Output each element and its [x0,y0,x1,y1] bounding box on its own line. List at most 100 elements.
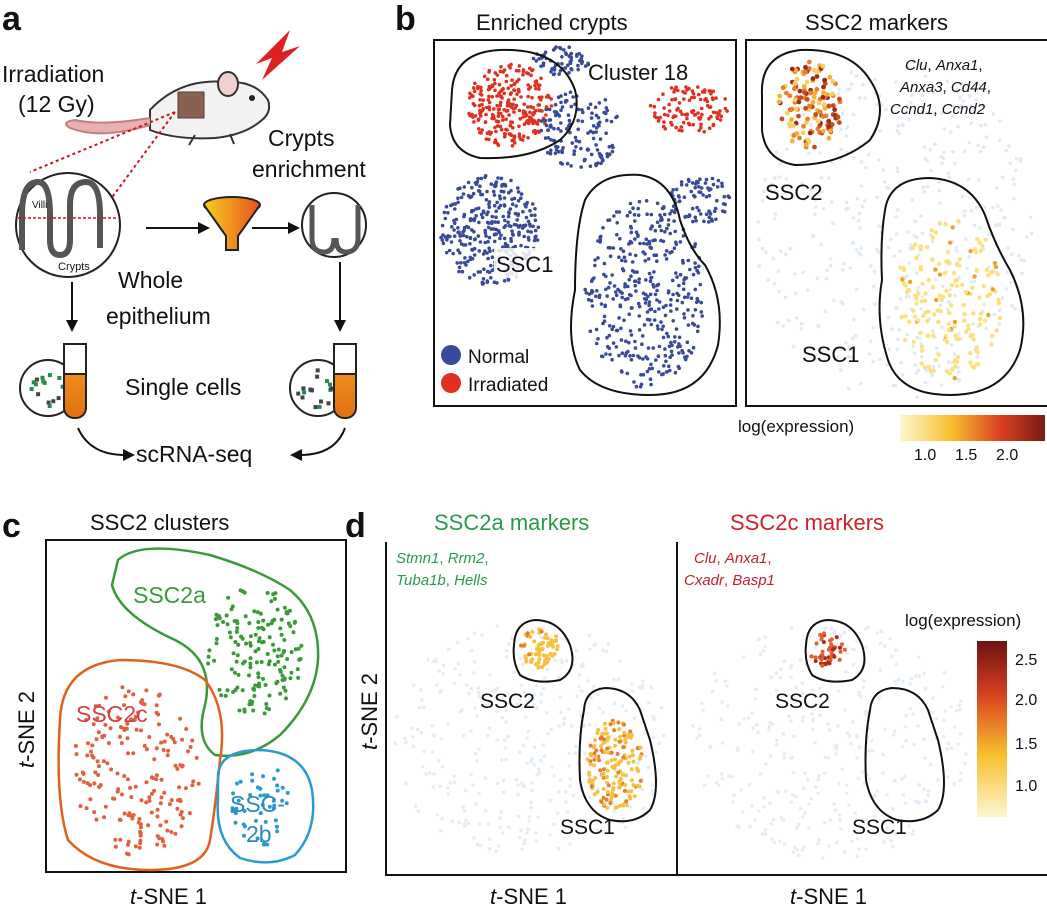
background-cell-dot [781,324,786,328]
background-cell-dot [630,682,634,686]
irradiated-cell-dot [480,128,485,132]
expressing-cell-dot [819,657,824,662]
normal-cell-dot [640,342,644,347]
normal-cell-dot [633,339,637,344]
normal-cell-dot [699,186,704,190]
normal-cell-dot [628,354,632,358]
expressing-cell-dot [616,720,621,725]
background-cell-dot [531,703,536,707]
irradiated-cell-dot [487,68,492,73]
expressing-cell-dot [943,337,949,343]
normal-cell-dot [612,284,617,288]
normal-cell-dot [605,294,609,298]
background-cell-dot [646,701,651,705]
expressing-cell-dot [593,776,598,780]
background-cell-dot [878,641,883,645]
background-cell-dot [797,822,801,827]
background-cell-dot [520,781,524,785]
expressing-cell-dot [534,647,539,651]
normal-cell-dot [607,346,612,351]
ssc2c-cell-dot [118,837,123,842]
ssc2c-cell-dot [96,764,101,769]
background-cell-dot [933,142,937,146]
background-cell-dot [873,794,877,798]
ssc2a-cell-dot [243,614,248,619]
expressing-cell-dot [601,767,606,772]
ssc2b-cell-dot [261,774,265,779]
background-cell-dot [877,158,881,162]
normal-cell-dot [715,198,719,203]
background-cell-dot [952,352,957,357]
expressing-cell-dot [611,787,615,792]
normal-cell-dot [503,218,507,223]
ssc2b-cell-dot [241,822,246,827]
background-cell-dot [469,686,474,691]
background-cell-dot [893,679,898,684]
expressing-cell-dot [624,799,629,804]
background-cell-dot [571,793,576,798]
background-cell-dot [1000,175,1005,180]
expressing-cell-dot [952,319,958,325]
colorbar-d-tick-2: 2.0 [1015,692,1037,709]
background-cell-dot [959,103,964,108]
expressing-cell-dot [630,753,635,758]
normal-cell-dot [463,256,467,260]
panel-c-title: SSC2 clusters [90,510,229,535]
background-cell-dot [936,777,940,782]
background-cell-dot [831,221,835,225]
ssc2c-cell-dot [188,745,193,749]
expressing-cell-dot [601,795,606,800]
background-cell-dot [863,627,868,631]
normal-cell-dot [695,268,699,273]
normal-cell-dot [595,289,599,293]
background-cell-dot [810,688,814,692]
normal-cell-dot [500,183,505,187]
irradiated-cell-dot [499,65,503,69]
irradiated-cell-dot [471,102,476,106]
background-cell-dot [650,783,655,787]
background-cell-dot [782,755,786,760]
cell-glyph [315,374,320,379]
ssc2a-cell-dot [242,709,247,714]
background-cell-dot [476,686,481,690]
normal-cell-dot [563,66,568,70]
background-cell-dot [853,333,858,338]
background-cell-dot [549,727,554,732]
normal-cell-dot [643,259,648,263]
background-cell-dot [1007,144,1011,148]
expressing-cell-dot [960,282,965,288]
expressing-cell-dot [827,74,833,80]
normal-cell-dot [661,335,666,340]
ssc2a-cell-dot [267,693,272,698]
ssc2a-cell-dot [256,675,261,680]
ssc2a-cell-dot [231,690,236,694]
normal-cell-dot [545,150,550,155]
normal-cell-dot [513,244,518,249]
panel-b-left-title: Enriched crypts [476,10,628,35]
expressing-cell-dot [813,659,818,663]
normal-cell-dot [677,199,682,204]
expressing-cell-dot [815,119,821,124]
normal-cell-dot [571,95,575,99]
background-cell-dot [534,831,538,835]
irradiated-cell-dot [494,129,498,134]
expressing-cell-dot [835,114,841,120]
panel-b: b Enriched crypts SSC2 markers Cluster 1… [395,0,1047,464]
ssc2a-cell-dot [212,658,217,663]
background-cell-dot [659,705,664,710]
normal-cell-dot [565,161,570,166]
irradiated-cell-dot [691,122,695,127]
normal-cell-dot [604,287,608,292]
background-cell-dot [920,93,925,98]
background-cell-dot [430,724,434,728]
ssc2a-cell-dot [217,687,222,692]
colorbar-b-tick-2: 1.5 [955,447,977,464]
normal-cell-dot [542,118,546,123]
ssc2c-cell-dot [137,845,142,850]
background-cell-dot [802,845,806,849]
ssc2c-cell-dot [159,777,164,782]
ssc2c-cell-dot [154,746,159,751]
ssc2a-cell-dot [261,618,266,623]
background-cell-dot [732,793,736,798]
normal-cell-dot [604,131,608,135]
